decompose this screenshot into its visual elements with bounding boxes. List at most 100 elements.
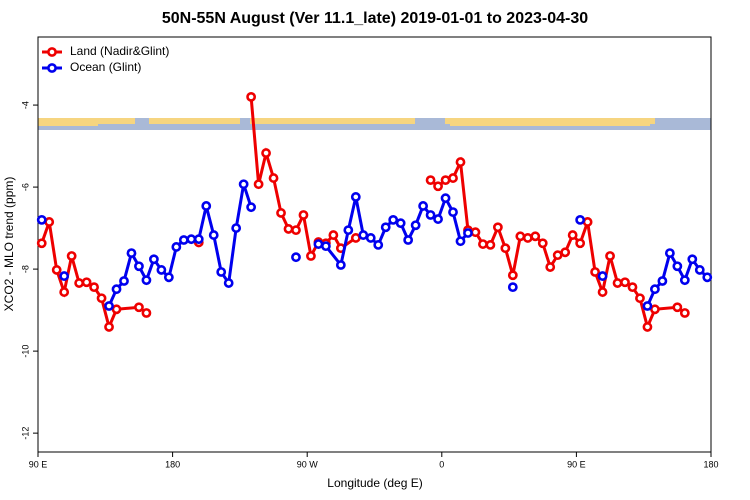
data-point (163, 272, 174, 283)
data-point (261, 148, 271, 158)
data-point (485, 240, 496, 250)
data-point (492, 222, 503, 233)
x-tick-label: 90 E (29, 459, 48, 469)
x-tick-label: 0 (439, 459, 444, 469)
y-tick-label: -8 (20, 265, 30, 273)
data-point (500, 243, 511, 254)
data-point (403, 235, 414, 245)
data-point (395, 218, 406, 229)
legend-marker (47, 63, 57, 73)
data-point (111, 284, 122, 295)
y-tick-label: -10 (20, 345, 30, 358)
data-point (388, 214, 399, 225)
data-point (141, 308, 152, 318)
data-point (575, 238, 586, 249)
data-point (642, 301, 653, 311)
data-point (171, 242, 182, 252)
data-point (343, 225, 354, 236)
data-point (635, 293, 645, 304)
data-point (59, 287, 70, 297)
data-point (350, 233, 361, 243)
data-point (418, 201, 429, 211)
data-point (455, 157, 466, 167)
data-point (433, 181, 443, 192)
data-point (373, 240, 384, 250)
data-point (81, 277, 92, 288)
data-point (149, 254, 159, 265)
chart-title: 50N-55N August (Ver 11.1_late) 2019-01-0… (162, 10, 588, 27)
data-point (253, 179, 264, 190)
data-point (694, 265, 705, 275)
x-tick-label: 180 (165, 459, 180, 469)
strip-ocean (415, 118, 445, 130)
data-point (238, 179, 249, 190)
data-point (672, 302, 683, 313)
data-point (448, 173, 458, 183)
data-point (552, 250, 563, 261)
data-point (313, 239, 324, 249)
data-point (515, 231, 526, 242)
data-point (433, 214, 443, 224)
data-point (620, 277, 630, 288)
data-point (358, 230, 369, 240)
data-point (186, 234, 197, 245)
data-point (605, 251, 615, 261)
legend-label: Ocean (Glint) (70, 60, 141, 74)
data-point (679, 308, 690, 318)
data-point (291, 252, 301, 263)
data-point (582, 217, 593, 227)
data-point (36, 238, 47, 249)
strip-land (38, 118, 98, 126)
data-point (141, 275, 152, 286)
x-tick-label: 90 E (567, 459, 586, 469)
data-point (268, 173, 279, 183)
data-point (178, 235, 189, 245)
data-point (425, 175, 436, 186)
data-point (306, 251, 316, 261)
data-point (590, 267, 600, 277)
data-point (89, 282, 99, 293)
x-tick-label: 180 (703, 459, 718, 469)
data-point (642, 322, 653, 332)
data-point (111, 304, 122, 315)
data-point (567, 230, 578, 240)
data-point (51, 265, 62, 275)
legend-marker (47, 47, 57, 57)
data-point (66, 251, 77, 261)
data-point (350, 192, 361, 202)
data-point (36, 214, 47, 225)
x-axis-label: Longitude (deg E) (327, 476, 422, 490)
data-point (104, 301, 114, 311)
strip-ocean (135, 118, 149, 130)
data-point (134, 302, 144, 313)
data-point (560, 247, 571, 258)
data-point (530, 231, 541, 242)
data-point (650, 304, 660, 315)
y-axis-label: XCO2 - MLO trend (ppm) (2, 177, 16, 312)
data-point (455, 236, 466, 247)
data-point (104, 322, 114, 332)
data-point (320, 241, 331, 252)
strip-ocean (240, 118, 250, 130)
data-point (597, 271, 608, 281)
strip-ocean (38, 124, 711, 130)
data-point (216, 267, 227, 277)
data-point (134, 261, 144, 272)
data-point (328, 230, 339, 240)
data-point (96, 293, 107, 304)
series-line (40, 96, 686, 332)
data-point (702, 272, 713, 283)
data-point (612, 278, 623, 288)
data-point (425, 210, 436, 220)
data-point (223, 278, 234, 288)
y-tick-label: -6 (20, 183, 30, 191)
data-point (246, 202, 257, 213)
data-point (74, 278, 85, 288)
data-point (507, 282, 518, 293)
data-point (657, 276, 668, 286)
data-point (283, 224, 294, 234)
data-point (440, 193, 451, 204)
x-tick-label: 90 W (297, 459, 319, 469)
strip-ocean (655, 118, 711, 130)
data-point (231, 223, 242, 233)
